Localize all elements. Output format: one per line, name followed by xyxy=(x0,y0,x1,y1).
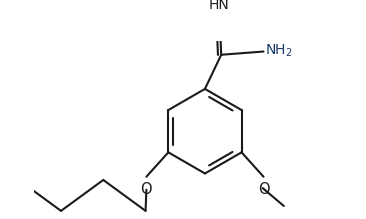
Text: HN: HN xyxy=(208,0,229,12)
Text: NH$_2$: NH$_2$ xyxy=(265,42,293,59)
Text: O: O xyxy=(140,182,152,197)
Text: O: O xyxy=(258,182,270,197)
